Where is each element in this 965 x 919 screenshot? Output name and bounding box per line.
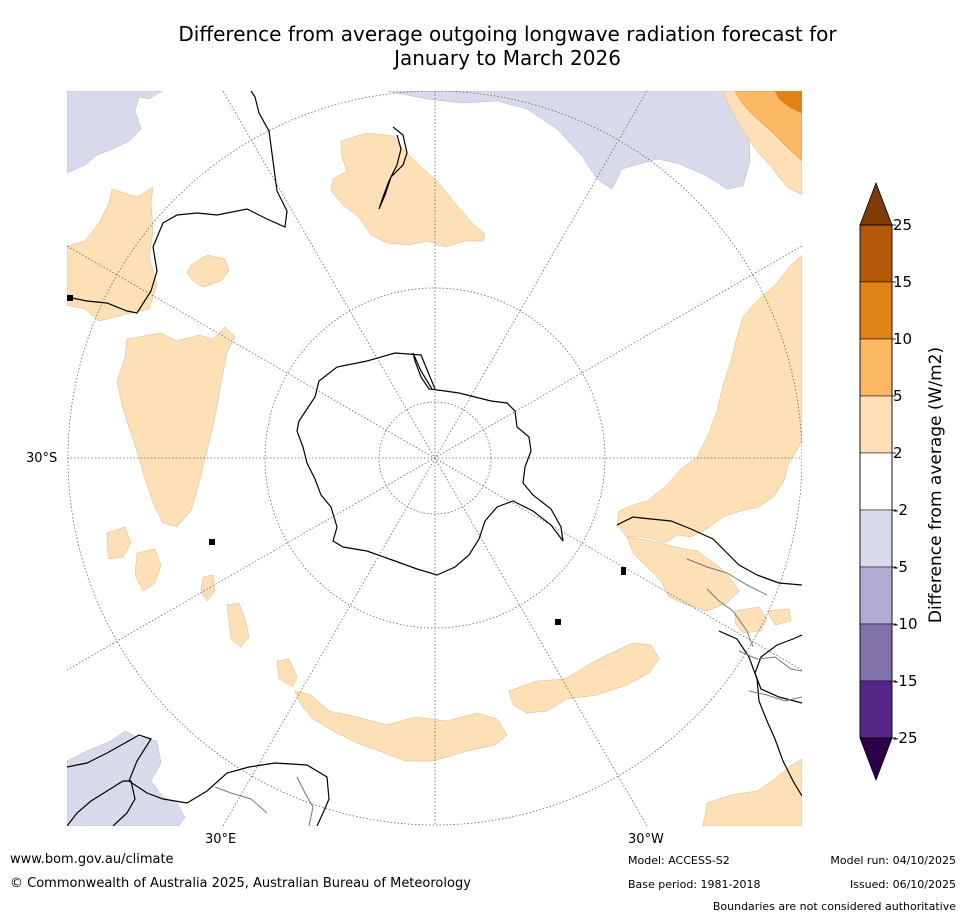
footer-copyright: © Commonwealth of Australia 2025, Austra…: [10, 876, 471, 891]
country-borders: [214, 558, 802, 826]
anomaly-area-pacific-east: [616, 254, 802, 544]
anomaly-area-small-7: [734, 606, 768, 634]
anomaly-area-bottom-right: [702, 758, 802, 826]
antarctica-coastline: [296, 352, 564, 576]
new-zealand-coastline: [378, 126, 408, 210]
negative-anomaly-areas: [67, 91, 751, 826]
island-3: [555, 619, 561, 625]
colorbar-segment-4: [859, 452, 893, 511]
polar-map: [67, 91, 802, 826]
colorbar-segment-3: [859, 395, 893, 454]
africa-borders: [214, 776, 314, 826]
title-line-1: Difference from average outgoing longwav…: [178, 22, 837, 46]
footer-base-period: Base period: 1981-2018: [628, 878, 761, 891]
colorbar-under-arrow: [859, 737, 893, 782]
colorbar-tick-label-3: 5: [893, 387, 903, 405]
footer-issued: Issued: 06/10/2025: [849, 878, 956, 891]
colorbar-tick-label-4: 2: [893, 444, 903, 462]
footer-disclaimer: Boundaries are not considered authoritat…: [712, 900, 956, 913]
anomaly-area-small-5: [226, 602, 250, 648]
australia-coastline: [67, 91, 288, 314]
colorbar-tick-label-8: -15: [893, 672, 918, 690]
latitude-label-30s: 30°S: [26, 451, 58, 466]
anomaly-area-west-australia: [67, 186, 158, 322]
footer-model: Model: ACCESS-S2: [628, 854, 730, 867]
anomaly-area-neg-bottom-left: [67, 730, 186, 826]
anomaly-area-small-6: [276, 658, 298, 688]
colorbar: 25 15 10 5 2 -2 -5 -10 -15 -25: [858, 180, 965, 785]
colorbar-title: Difference from average (W/m2): [926, 346, 946, 624]
graticule: [67, 91, 802, 826]
colorbar-tick-label-0: 25: [893, 216, 912, 234]
title-line-2: January to March 2026: [394, 46, 621, 70]
colorbar-tick-label-2: 10: [893, 330, 912, 348]
colorbar-segment-8: [859, 680, 893, 739]
footer-model-run: Model run: 04/10/2025: [830, 854, 956, 867]
colorbar-segment-7: [859, 623, 893, 682]
meridian-line-6: [67, 245, 802, 671]
colorbar-segment-6: [859, 566, 893, 625]
longitude-label-30e: 30°E: [205, 832, 237, 847]
south-america-coastline: [616, 516, 802, 797]
anomaly-area-south-atlantic: [508, 642, 660, 714]
islands: [67, 295, 626, 625]
colorbar-over-arrow: [859, 181, 893, 226]
island-4: [67, 295, 73, 301]
map-title: Difference from average outgoing longwav…: [60, 22, 955, 70]
anomaly-area-small-2: [106, 526, 132, 560]
anomaly-area-indian-ocean: [116, 326, 236, 528]
island-2: [621, 567, 626, 575]
anomaly-area-small-3: [134, 548, 162, 592]
island-1: [209, 539, 215, 545]
southern-africa-coastline: [67, 780, 136, 826]
anomaly-area-pos-5-10: [734, 91, 802, 162]
colorbar-tick-label-7: -10: [893, 615, 918, 633]
coastlines: [67, 91, 802, 826]
colorbar-tick-label-9: -25: [893, 729, 918, 747]
footer-website: www.bom.gov.au/climate: [10, 852, 174, 867]
anomaly-area-southern-ring: [294, 690, 508, 762]
anomaly-area-pos-10-15: [774, 91, 802, 114]
anomaly-area-small-4: [200, 574, 216, 602]
colorbar-svg: 25 15 10 5 2 -2 -5 -10 -15 -25: [859, 181, 918, 782]
colorbar-segment-2: [859, 338, 893, 397]
south-america-borders: [686, 558, 802, 702]
positive-anomaly-areas: [67, 91, 802, 826]
colorbar-segment-0: [859, 224, 893, 283]
colorbar-segment-5: [859, 509, 893, 568]
colorbar-segment-1: [859, 281, 893, 340]
colorbar-tick-label-5: -2: [893, 501, 908, 519]
anomaly-area-small-8: [766, 608, 792, 626]
stronger-positive-anomaly: [734, 91, 802, 162]
colorbar-tick-label-1: 15: [893, 273, 912, 291]
colorbar-tick-label-6: -5: [893, 558, 908, 576]
anomaly-area-small-1: [186, 254, 230, 288]
longitude-label-30w: 30°W: [628, 832, 664, 847]
map-svg: [67, 91, 802, 826]
anomaly-area-neg-top-left: [67, 91, 163, 174]
colorbar-outline: [859, 224, 893, 739]
anomaly-area-new-zealand: [330, 132, 486, 248]
africa-coastline: [67, 734, 330, 826]
